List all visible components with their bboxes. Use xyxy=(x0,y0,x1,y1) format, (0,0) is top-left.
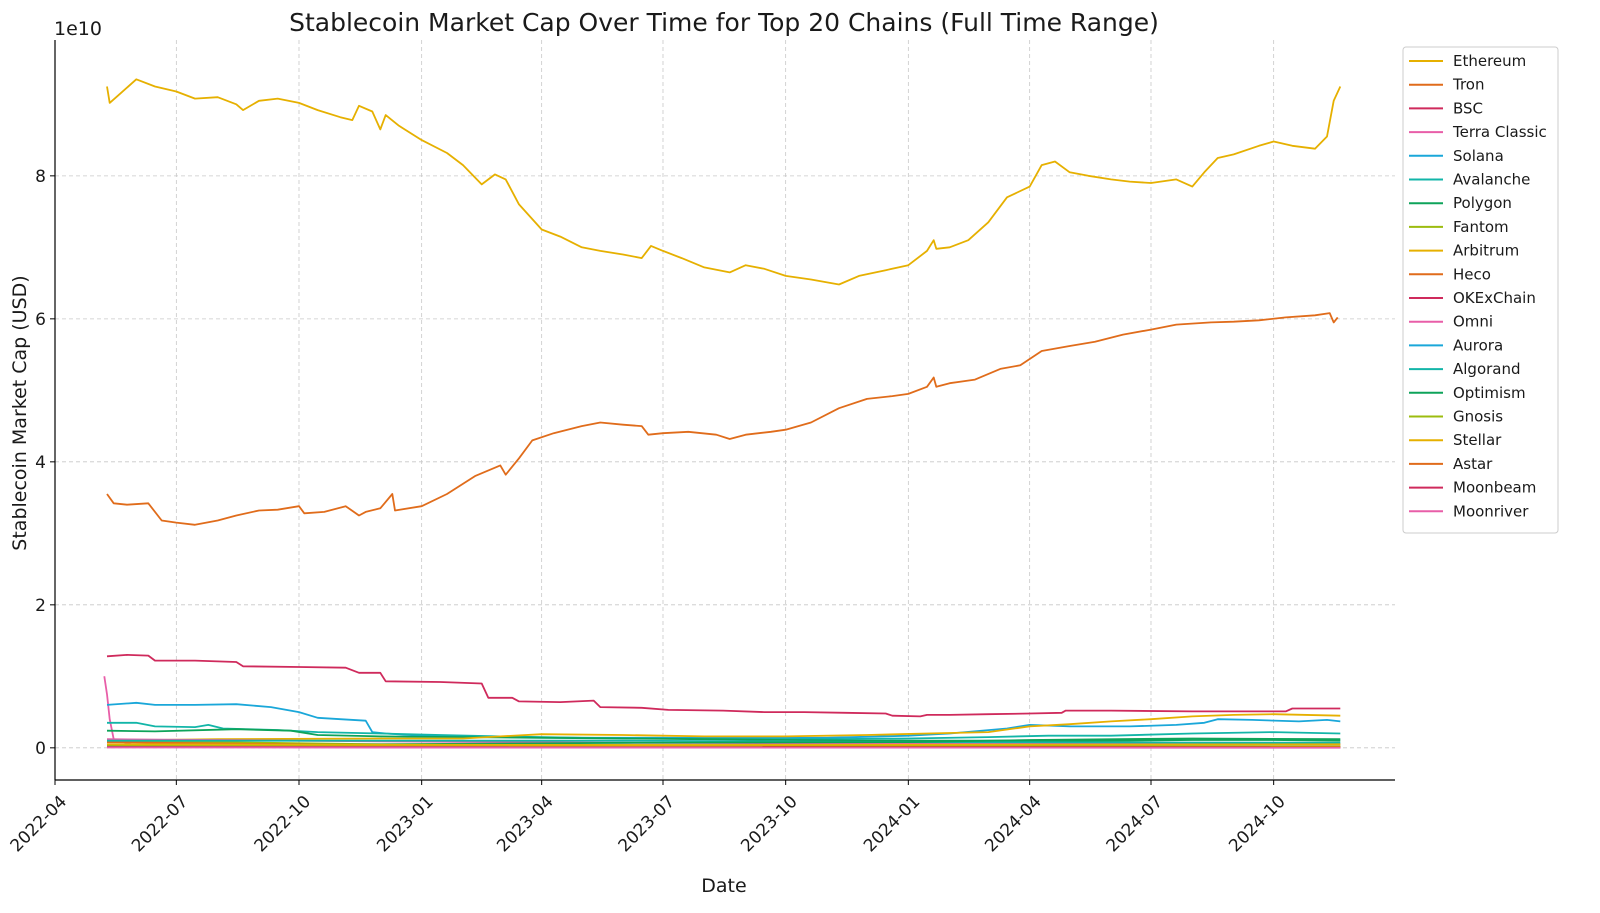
y-offset-label: 1e10 xyxy=(54,18,102,40)
chart-title: Stablecoin Market Cap Over Time for Top … xyxy=(289,8,1159,37)
series-line-arbitrum xyxy=(107,714,1340,741)
x-tick-label: 2024-04 xyxy=(981,792,1045,856)
y-tick-labels: 0 2 4 6 8 xyxy=(35,167,55,759)
legend-label: Moonriver xyxy=(1453,502,1529,520)
axes xyxy=(55,40,1395,780)
grid-lines xyxy=(55,40,1395,780)
legend-label: Astar xyxy=(1453,455,1493,473)
x-tick-label: 2023-01 xyxy=(373,792,437,856)
x-tick-label: 2024-01 xyxy=(860,792,924,856)
series-line-solana xyxy=(107,703,1340,738)
legend-label: Moonbeam xyxy=(1453,479,1536,497)
series-line-bsc xyxy=(107,655,1340,717)
x-tick-labels: 2022-04 2022-07 2022-10 2023-01 2023-04 2023-… xyxy=(7,780,1290,856)
legend-label: Optimism xyxy=(1453,384,1526,402)
y-tick-label: 0 xyxy=(35,739,46,759)
legend-label: Avalanche xyxy=(1453,171,1530,189)
x-tick-label: 2024-07 xyxy=(1103,792,1167,856)
series-lines xyxy=(104,79,1340,747)
legend-label: Gnosis xyxy=(1453,408,1503,426)
legend-label: Heco xyxy=(1453,265,1491,283)
legend-label: Ethereum xyxy=(1453,52,1526,70)
legend-label: Polygon xyxy=(1453,194,1512,212)
y-tick-label: 4 xyxy=(35,453,46,473)
x-tick-label: 2022-07 xyxy=(128,792,192,856)
legend-label: Fantom xyxy=(1453,218,1509,236)
series-line-stellar xyxy=(107,744,1340,745)
x-tick-label: 2022-10 xyxy=(251,792,315,856)
x-tick-label: 2023-07 xyxy=(615,792,679,856)
series-line-ethereum xyxy=(107,79,1340,284)
x-axis-label: Date xyxy=(701,875,746,897)
x-tick-label: 2024-10 xyxy=(1225,792,1289,856)
legend-label: Aurora xyxy=(1453,336,1503,354)
legend-label: Algorand xyxy=(1453,360,1521,378)
y-tick-label: 2 xyxy=(35,596,46,616)
x-tick-label: 2022-04 xyxy=(7,792,71,856)
x-tick-label: 2023-10 xyxy=(737,792,801,856)
legend-label: Tron xyxy=(1452,76,1484,94)
legend-label: Solana xyxy=(1453,147,1504,165)
series-line-tron xyxy=(107,313,1338,525)
y-tick-label: 6 xyxy=(35,310,46,330)
x-tick-label: 2023-04 xyxy=(493,792,557,856)
legend-label: Stellar xyxy=(1453,431,1502,449)
legend-label: OKExChain xyxy=(1453,289,1536,307)
y-tick-label: 8 xyxy=(35,167,46,187)
legend-label: Arbitrum xyxy=(1453,242,1519,260)
y-axis-label: Stablecoin Market Cap (USD) xyxy=(9,275,31,550)
legend: Ethereum Tron BSC Terra Classic Solana Avalan… xyxy=(1403,47,1558,533)
legend-label: Terra Classic xyxy=(1452,123,1547,141)
legend-label: Omni xyxy=(1453,313,1493,331)
legend-label: BSC xyxy=(1453,99,1483,117)
